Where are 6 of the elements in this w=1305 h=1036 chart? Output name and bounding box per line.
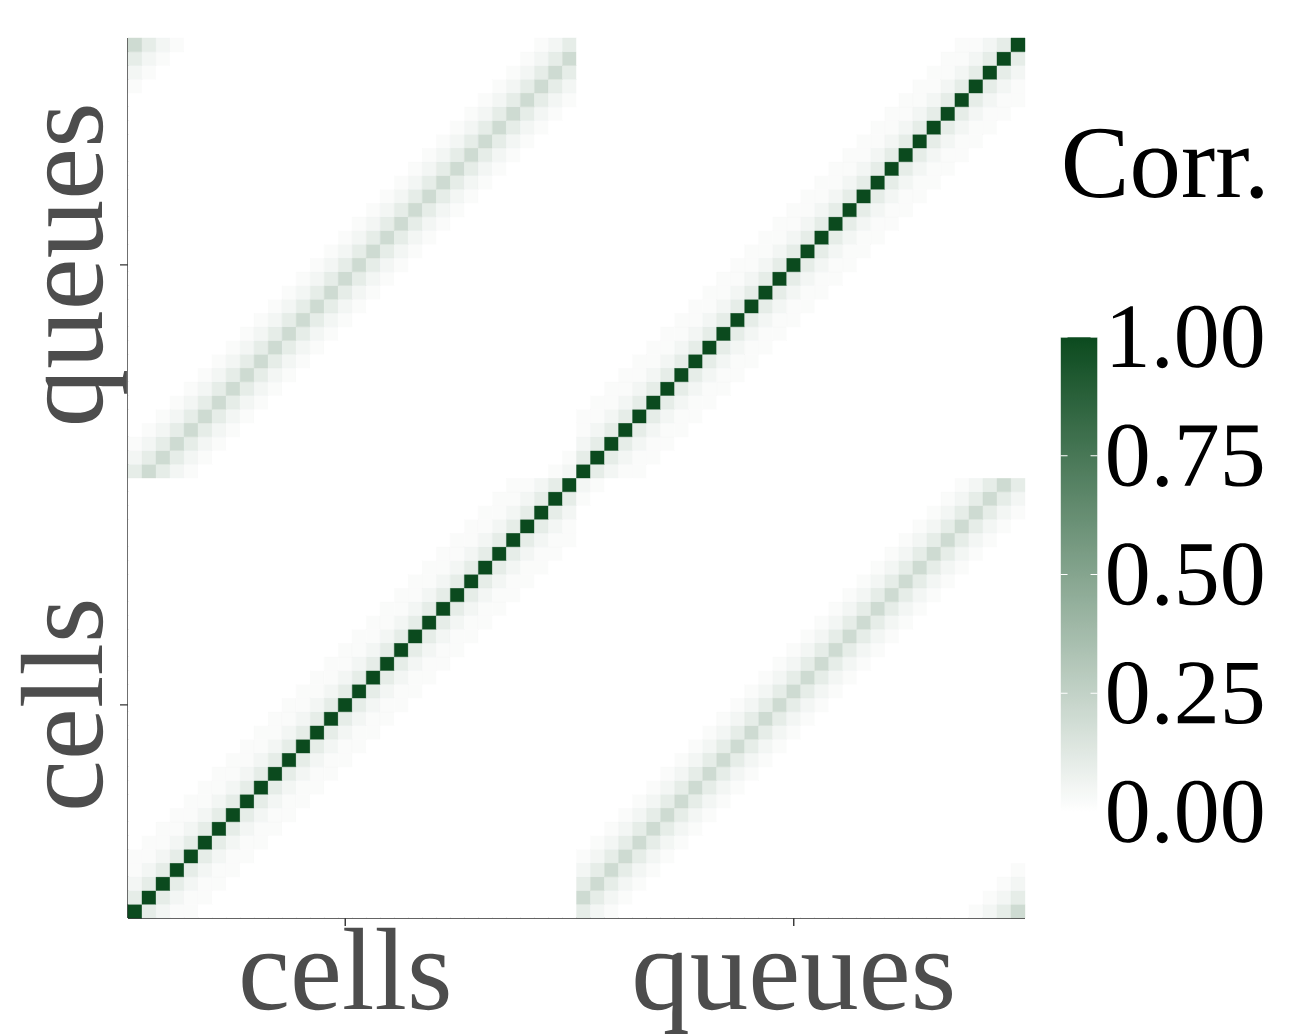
color-bar-label: 1.00	[1112, 305, 1263, 369]
color-bar-label: 0.75	[1108, 424, 1263, 487]
color-bar-title: Corr.	[1064, 128, 1263, 199]
color-bar-label: 0.00	[1108, 780, 1263, 844]
color-bar-label: 0.25	[1108, 662, 1263, 725]
color-bar-label: 0.50	[1108, 543, 1263, 606]
